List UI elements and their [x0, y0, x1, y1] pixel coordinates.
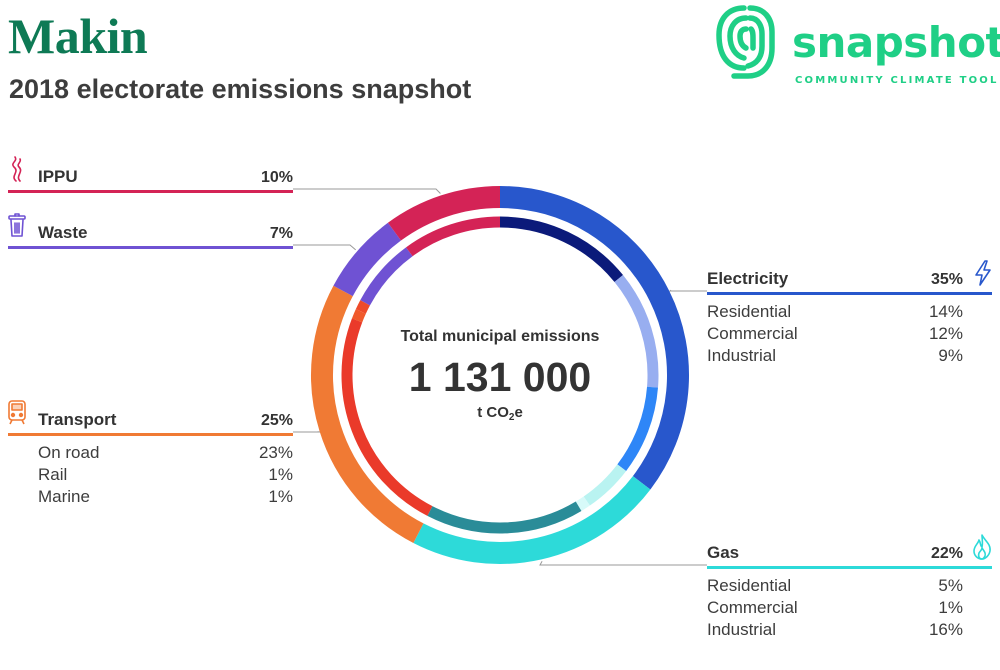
transport-row-marine: Marine 1%	[38, 486, 293, 508]
gas-row-industrial: Industrial 16%	[707, 619, 963, 641]
donut-slice-transport	[311, 285, 424, 543]
gas-row-commercial: Commercial 1%	[707, 597, 963, 619]
leader-line-waste	[293, 244, 357, 251]
logo-wordmark: snapshot	[792, 18, 1000, 67]
gas-residential-label: Residential	[707, 576, 792, 595]
sector-transport: Transport 25% On road 23% Rail 1% Marine…	[8, 400, 293, 508]
gas-industrial-label: Industrial	[707, 620, 776, 639]
sector-waste: Waste 7%	[8, 213, 293, 249]
electricity-row-commercial: Commercial 12%	[707, 323, 963, 345]
sector-transport-label: Transport	[38, 410, 117, 429]
sector-waste-value: 7%	[269, 225, 293, 242]
sector-ippu-label: IPPU	[38, 167, 78, 186]
donut-subslice-electricity-industrial	[617, 386, 659, 471]
smoke-icon	[12, 156, 22, 182]
total-unit: t CO2e	[385, 404, 615, 423]
sector-gas-value: 22%	[930, 545, 963, 562]
electricity-residential-label: Residential	[707, 302, 792, 321]
gas-commercial-label: Commercial	[707, 598, 798, 617]
donut-subslice-electricity-commercial	[614, 275, 659, 388]
donut-slice-gas	[413, 476, 651, 564]
sector-gas-label: Gas	[707, 543, 740, 562]
electricity-commercial-value: 12%	[928, 324, 963, 343]
logo-tagline: COMMUNITY CLIMATE TOOL	[795, 75, 999, 86]
sector-electricity: Electricity 35% Residential 14% Commerci…	[707, 260, 992, 367]
transport-on-road-value: 23%	[258, 443, 293, 462]
sector-gas-header: Gas 22%	[707, 542, 992, 569]
sector-ippu: IPPU 10%	[8, 156, 293, 193]
donut-subslice-gas-commercial	[575, 496, 590, 511]
donut-subslice-waste-waste	[360, 247, 413, 306]
electricity-industrial-value: 9%	[938, 346, 963, 365]
transport-on-road-label: On road	[38, 443, 100, 462]
donut-subslice-transport-marine	[355, 300, 371, 314]
donut-subslice-transport-rail	[351, 309, 366, 323]
donut-slice-electricity	[499, 186, 689, 490]
sector-transport-header: Transport 25%	[8, 409, 293, 436]
gas-residential-value: 5%	[938, 576, 963, 595]
sector-waste-header: Waste 7%	[8, 222, 293, 249]
donut-subslice-gas-industrial	[427, 501, 582, 534]
total-unit-subscript: 2	[508, 412, 515, 423]
gas-commercial-value: 1%	[938, 598, 963, 617]
electricity-commercial-label: Commercial	[707, 324, 798, 343]
donut-subslice-ippu-ippu	[406, 216, 501, 257]
total-label: Total municipal emissions	[400, 328, 600, 345]
gas-row-residential: Residential 5%	[707, 575, 963, 597]
transport-rail-value: 1%	[268, 465, 293, 484]
sector-electricity-value: 35%	[930, 271, 963, 288]
total-value: 1 131 000	[408, 354, 592, 400]
snapshot-logo-icon	[716, 5, 775, 79]
donut-subslice-transport-on-road	[341, 318, 433, 516]
flame-icon	[973, 534, 991, 560]
sector-gas: Gas 22% Residential 5% Commercial 1% Ind…	[707, 534, 992, 641]
leader-line-ippu	[293, 188, 441, 194]
sector-electricity-header: Electricity 35%	[707, 268, 992, 295]
donut-subslice-electricity-residential	[499, 216, 624, 283]
sector-ippu-header: IPPU 10%	[8, 166, 293, 193]
electricity-row-residential: Residential 14%	[707, 301, 963, 323]
gas-industrial-value: 16%	[928, 620, 963, 639]
page-title: Makin	[8, 8, 148, 64]
leader-line-gas	[539, 561, 707, 566]
lightning-icon	[975, 260, 991, 286]
electricity-residential-value: 14%	[928, 302, 963, 321]
sector-transport-value: 25%	[260, 412, 293, 429]
leader-line-electricity	[668, 289, 707, 292]
donut-slice-ippu	[387, 186, 501, 241]
sector-electricity-label: Electricity	[707, 269, 789, 288]
sector-ippu-value: 10%	[260, 169, 293, 186]
bin-icon	[8, 213, 26, 237]
train-icon	[8, 400, 26, 425]
transport-rail-label: Rail	[38, 465, 68, 484]
transport-row-rail: Rail 1%	[38, 464, 293, 486]
sector-waste-label: Waste	[38, 223, 88, 242]
transport-marine-label: Marine	[38, 487, 90, 506]
electricity-industrial-label: Industrial	[707, 346, 776, 365]
transport-marine-value: 1%	[268, 487, 293, 506]
total-unit-suffix: e	[514, 404, 523, 421]
total-unit-prefix: t CO	[477, 404, 509, 421]
donut-slice-waste	[333, 222, 402, 297]
transport-row-on-road: On road 23%	[38, 442, 293, 464]
electricity-row-industrial: Industrial 9%	[707, 345, 963, 367]
donut-subslice-gas-residential	[583, 464, 627, 506]
page-subtitle: 2018 electorate emissions snapshot	[9, 74, 472, 104]
